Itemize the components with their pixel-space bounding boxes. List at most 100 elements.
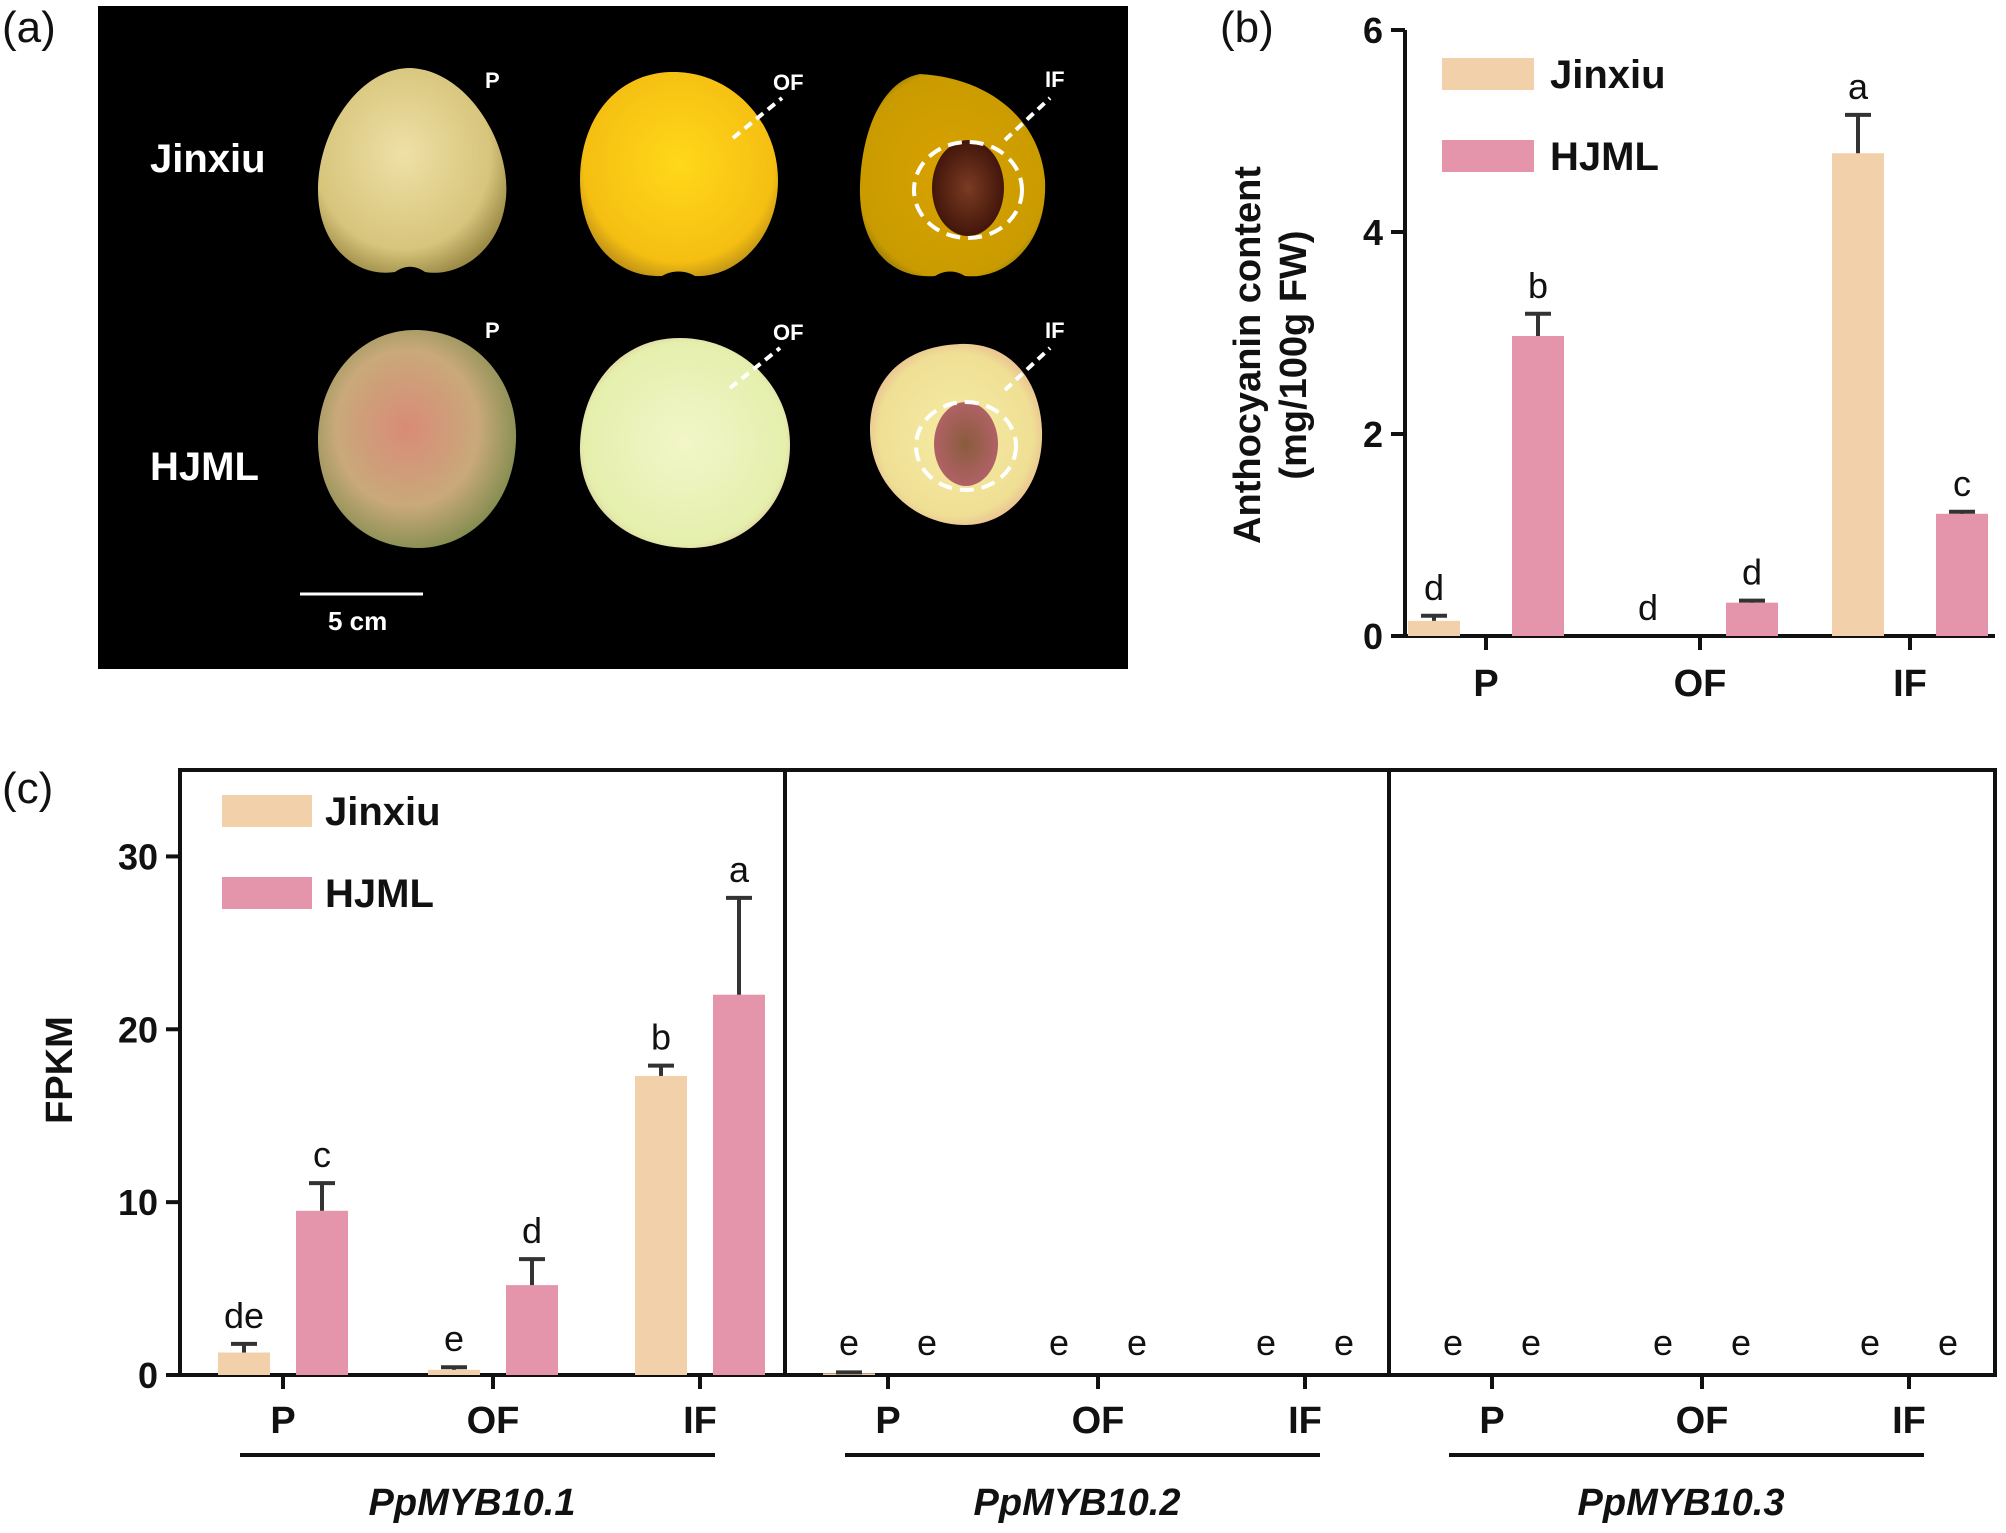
sig-letter-c: b xyxy=(651,1017,671,1058)
x-tick-label-c-p: P xyxy=(270,1400,295,1442)
jinxiu-peel-fruit xyxy=(318,68,507,273)
photo-pointer-of-row2 xyxy=(728,346,782,390)
photo-label-if-row1: IF xyxy=(1045,67,1065,92)
y-tick-label-c: 0 xyxy=(138,1355,158,1396)
facet-frame xyxy=(1387,768,1997,1377)
sig-letter-c: e xyxy=(444,1318,464,1359)
bar-c-ppmyb10-1-jinxiu-if xyxy=(635,1075,687,1375)
sig-letter-c: e xyxy=(1443,1322,1463,1363)
photo-panel: Jinxiu HJML P OF IF P OF IF 5 cm xyxy=(98,6,1128,669)
bar-b-jinxiu-if xyxy=(1832,153,1884,636)
hjml-pit xyxy=(934,402,998,486)
photo-pointer-of-row1 xyxy=(731,96,784,140)
jinxiu-pit xyxy=(932,140,1004,236)
x-tick-label-b-if: IF xyxy=(1893,663,1927,705)
gene-label-ppmyb10-2: PpMYB10.2 xyxy=(974,1482,1181,1524)
legend-label-c-jinxiu: Jinxiu xyxy=(325,790,441,834)
bar-c-ppmyb10-1-hjml-if xyxy=(713,994,765,1375)
sig-letter-c: a xyxy=(729,849,750,890)
sig-letter-c: e xyxy=(1256,1322,1276,1363)
bar-b-jinxiu-p xyxy=(1408,620,1460,636)
x-tick-label-c-of: OF xyxy=(1676,1400,1729,1442)
legend-label-b-jinxiu: Jinxiu xyxy=(1550,53,1666,97)
x-tick-label-b-of: OF xyxy=(1674,663,1727,705)
bar-c-ppmyb10-1-hjml-of xyxy=(506,1285,558,1375)
scale-bar-label: 5 cm xyxy=(328,606,387,636)
legend-swatch-c-hjml xyxy=(222,877,312,909)
gene-label-ppmyb10-3: PpMYB10.3 xyxy=(1578,1482,1785,1524)
legend-label-b-hjml: HJML xyxy=(1550,135,1659,179)
x-tick-label-c-if: IF xyxy=(683,1400,717,1442)
sig-letter-c: d xyxy=(522,1210,542,1251)
photo-label-of-row1: OF xyxy=(773,70,804,95)
photo-label-if-row2: IF xyxy=(1045,318,1065,343)
sig-letter-c: de xyxy=(224,1295,264,1336)
sig-letter-c: e xyxy=(1127,1322,1147,1363)
facet-frame xyxy=(178,768,787,1377)
gene-label-ppmyb10-1: PpMYB10.1 xyxy=(369,1482,576,1524)
sig-letter-c: c xyxy=(313,1134,331,1175)
panel-label-a: (a) xyxy=(2,3,56,52)
sig-letter-c: e xyxy=(1938,1322,1958,1363)
y-tick-label-c: 20 xyxy=(118,1009,158,1050)
y-tick-label-b: 2 xyxy=(1363,414,1383,455)
jinxiu-if-outline xyxy=(912,140,1024,240)
y-tick-label-b: 6 xyxy=(1363,10,1383,51)
sig-letter-c: e xyxy=(1521,1322,1541,1363)
bar-c-ppmyb10-1-jinxiu-of xyxy=(428,1369,480,1375)
x-tick-label-c-of: OF xyxy=(467,1400,520,1442)
sig-letter-c: e xyxy=(1049,1322,1069,1363)
legend-swatch-b-hjml xyxy=(1442,140,1534,172)
sig-letter-c: e xyxy=(1653,1322,1673,1363)
panel-label-b: (b) xyxy=(1220,3,1274,52)
bar-b-hjml-p xyxy=(1512,336,1564,636)
chart-b: 0 2 4 6 Anthocyanin content (mg/100g FW) Pd b OF… xyxy=(1227,10,1995,705)
photo-label-of-row2: OF xyxy=(773,320,804,345)
jinxiu-outer-flesh-fruit xyxy=(580,71,778,277)
legend-swatch-c-jinxiu xyxy=(222,795,312,827)
hjml-peel-fruit xyxy=(318,330,517,548)
y-tick-label-b: 0 xyxy=(1363,616,1383,657)
sig-letter-b: d xyxy=(1638,587,1658,628)
bar-b-hjml-if xyxy=(1936,513,1988,636)
y-tick-label-c: 30 xyxy=(118,836,158,877)
x-tick-label-c-p: P xyxy=(1479,1400,1504,1442)
y-axis-title-b-line2: (mg/100g FW) xyxy=(1273,230,1315,479)
x-tick-label-b-p: P xyxy=(1473,663,1498,705)
legend-label-c-hjml: HJML xyxy=(325,872,434,916)
sig-letter-b: d xyxy=(1424,567,1444,608)
photo-pointer-if-row2 xyxy=(1003,346,1052,392)
sig-letter-b: b xyxy=(1528,265,1548,306)
x-tick-label-c-p: P xyxy=(875,1400,900,1442)
photo-label-p-row1: P xyxy=(485,68,500,93)
sig-letter-c: e xyxy=(1731,1322,1751,1363)
x-tick-label-c-if: IF xyxy=(1288,1400,1322,1442)
hjml-outer-flesh-fruit xyxy=(579,338,790,548)
row-label-hjml: HJML xyxy=(150,445,259,489)
bar-c-ppmyb10-1-hjml-p xyxy=(296,1210,348,1375)
x-tick-label-c-of: OF xyxy=(1072,1400,1125,1442)
bar-b-hjml-of xyxy=(1726,602,1778,636)
panel-label-c: (c) xyxy=(2,764,53,813)
photo-label-p-row2: P xyxy=(485,318,500,343)
sig-letter-b: d xyxy=(1742,552,1762,593)
photo-pointer-if-row1 xyxy=(1003,96,1052,142)
row-label-jinxiu: Jinxiu xyxy=(150,137,266,181)
sig-letter-c: e xyxy=(917,1322,937,1363)
y-tick-label-c: 10 xyxy=(118,1182,158,1223)
hjml-if-outline xyxy=(914,400,1018,492)
bar-c-ppmyb10-1-jinxiu-p xyxy=(218,1352,270,1375)
sig-letter-c: e xyxy=(839,1322,859,1363)
legend-swatch-b-jinxiu xyxy=(1442,58,1534,90)
facet-ppmyb10-1: Pde c OFe d IF b a PpMYB10.1 xyxy=(178,768,787,1524)
y-axis-title-b-line1: Anthocyanin content xyxy=(1227,166,1269,544)
y-tick-label-b: 4 xyxy=(1363,212,1383,253)
sig-letter-c: e xyxy=(1334,1322,1354,1363)
facet-frame xyxy=(783,768,1391,1377)
sig-letter-b: c xyxy=(1953,463,1971,504)
sig-letter-c: e xyxy=(1860,1322,1880,1363)
